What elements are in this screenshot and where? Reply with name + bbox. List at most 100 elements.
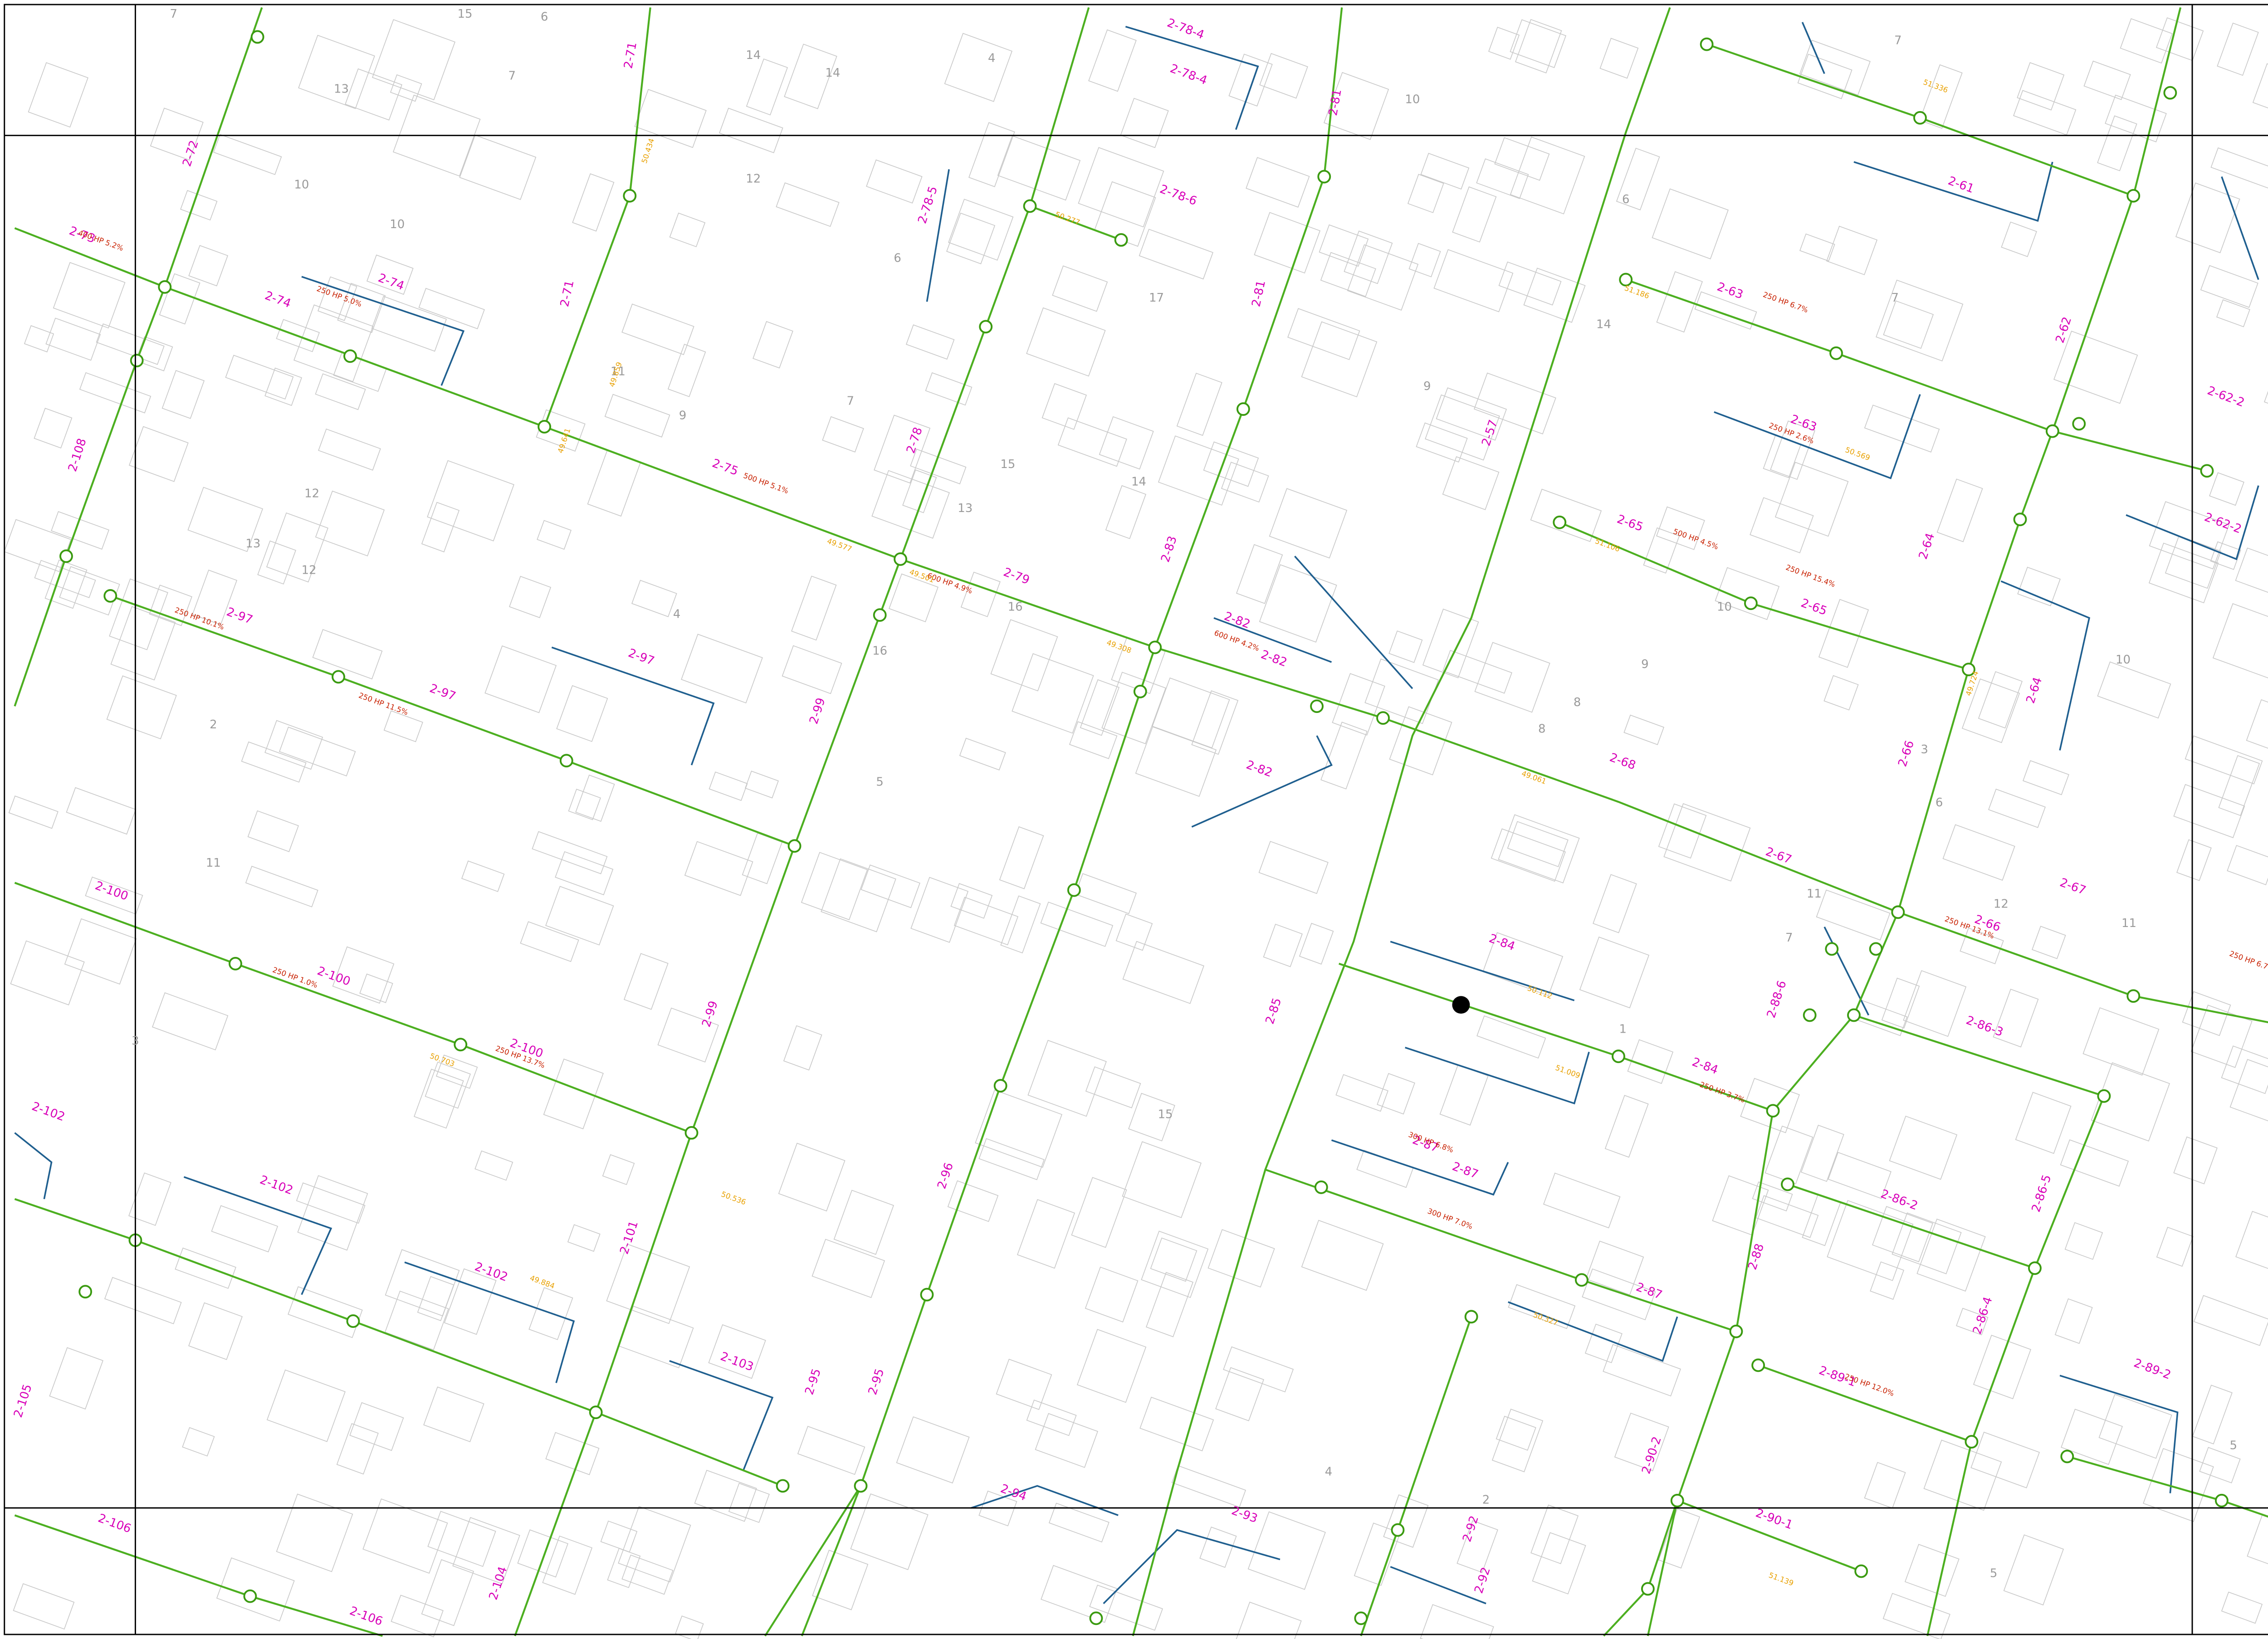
building (1942, 824, 2015, 881)
manhole (1641, 1582, 1655, 1596)
building (2176, 839, 2212, 881)
building (975, 1089, 1062, 1168)
building (1510, 137, 1585, 215)
building (2212, 603, 2268, 679)
building (180, 190, 218, 221)
building (1616, 147, 1660, 210)
building (797, 1425, 865, 1475)
building (1158, 435, 1239, 506)
building (1643, 527, 1680, 574)
building (187, 487, 264, 552)
building (1828, 1151, 1892, 1199)
building (1765, 1125, 1813, 1185)
building (484, 645, 557, 713)
building (128, 1172, 171, 1226)
building (1799, 233, 1835, 262)
building (2185, 735, 2263, 785)
building (631, 580, 677, 617)
building (990, 619, 1058, 692)
building (45, 317, 101, 361)
building (2175, 182, 2240, 254)
building (520, 921, 579, 962)
block-number: 12 (1994, 898, 2009, 911)
block-number: 6 (1936, 796, 1943, 810)
building (1960, 927, 2004, 965)
building (602, 1154, 635, 1185)
lateral (1103, 1529, 1281, 1605)
building (850, 1493, 929, 1571)
building (1320, 252, 1376, 297)
building (1826, 225, 1878, 275)
building (1882, 1593, 1950, 1639)
lateral (301, 276, 465, 386)
building (1903, 970, 1967, 1037)
building (604, 394, 670, 438)
manhole (243, 1589, 257, 1603)
border (4, 4, 2268, 1635)
building (812, 1550, 869, 1610)
building (2105, 94, 2167, 142)
building (64, 918, 137, 985)
building (999, 826, 1044, 889)
building (568, 789, 601, 820)
manhole (1376, 711, 1390, 725)
building (950, 883, 993, 919)
building (1973, 1335, 2031, 1400)
building (1191, 690, 1239, 755)
building (959, 737, 1006, 771)
building (13, 1583, 75, 1630)
building (1301, 1219, 1384, 1291)
building (1433, 249, 1514, 312)
block-number: 13 (958, 502, 973, 515)
building (264, 367, 302, 406)
building (1457, 1520, 1498, 1573)
building (2143, 1448, 2214, 1522)
block-number: 9 (1423, 380, 1431, 393)
building (1388, 630, 1423, 663)
building (621, 303, 694, 356)
building (1476, 1015, 1546, 1059)
building (79, 372, 152, 414)
building (1904, 1544, 1960, 1597)
building (1816, 889, 1891, 941)
building (866, 159, 923, 204)
manhole (103, 589, 117, 603)
building (1872, 1206, 1933, 1263)
manhole (1869, 942, 1883, 956)
building (425, 1061, 471, 1109)
building (1599, 38, 1639, 79)
manhole (1023, 199, 1037, 213)
building (1263, 923, 1303, 967)
block-number: 2 (1482, 1493, 1490, 1507)
block-number: 7 (847, 394, 855, 408)
building (417, 1276, 455, 1322)
building (1530, 488, 1602, 542)
lateral (2059, 1375, 2179, 1493)
manhole (343, 349, 357, 363)
building (1476, 158, 1529, 199)
building (1623, 714, 1665, 746)
building (318, 428, 381, 471)
manhole (1891, 905, 1905, 919)
building (1076, 1329, 1147, 1403)
building (1259, 53, 1308, 99)
manhole (684, 1126, 699, 1140)
building (1510, 19, 1567, 68)
building (946, 212, 996, 264)
building (902, 469, 937, 513)
manhole (1236, 402, 1250, 416)
building (1146, 1272, 1193, 1337)
building (2200, 265, 2258, 308)
building (1354, 1522, 1401, 1586)
building (298, 34, 375, 109)
building (822, 416, 864, 453)
building (423, 1386, 484, 1443)
manhole (1781, 1177, 1794, 1191)
manhole (1913, 111, 1927, 125)
building (1088, 29, 1137, 92)
building (1474, 642, 1550, 713)
building (1128, 1093, 1175, 1141)
lateral (1390, 1566, 1486, 1605)
building (575, 775, 615, 822)
building (947, 1180, 999, 1222)
